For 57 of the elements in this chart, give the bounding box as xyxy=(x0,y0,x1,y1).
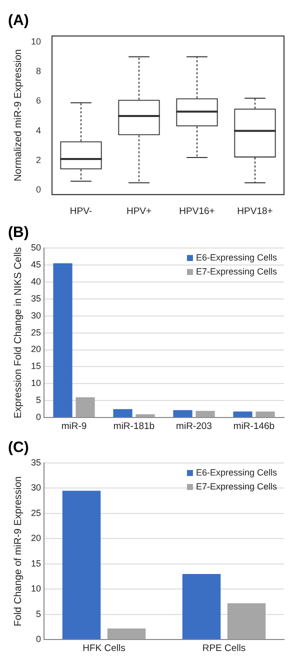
y-tick-label: 30 xyxy=(30,482,42,493)
x-tick-label: RPE Cells xyxy=(202,642,246,654)
x-tick-label: HPV- xyxy=(70,206,92,217)
bar xyxy=(53,263,72,418)
y-tick-label: 10 xyxy=(30,584,42,594)
x-tick-label: miR-203 xyxy=(176,420,212,432)
bar xyxy=(182,574,221,640)
bar xyxy=(196,410,215,418)
y-tick-label: 0 xyxy=(36,412,42,422)
bar xyxy=(233,411,252,418)
bar xyxy=(227,603,266,640)
y-tick-label: 50 xyxy=(30,242,42,252)
bar xyxy=(107,628,146,640)
y-tick-label: 25 xyxy=(30,327,42,338)
chart-title: (C) xyxy=(8,439,29,456)
y-tick-label: 15 xyxy=(30,558,42,568)
y-tick-label: 20 xyxy=(30,533,42,544)
chart-title: (A) xyxy=(8,12,29,30)
x-tick-label: miR-9 xyxy=(61,420,87,432)
y-tick-label: 2 xyxy=(36,154,42,165)
legend-label: E7-Expressing Cells xyxy=(196,266,278,276)
x-tick-label: HPV16+ xyxy=(179,206,216,217)
bar xyxy=(173,410,192,418)
bar xyxy=(76,397,95,418)
legend-label: E6-Expressing Cells xyxy=(196,252,278,262)
chart-title: (B) xyxy=(8,224,29,242)
y-tick-label: 6 xyxy=(36,96,42,106)
y-tick-label: 20 xyxy=(30,344,42,354)
y-tick-label: 30 xyxy=(30,310,42,320)
bar xyxy=(62,490,101,640)
y-tick-label: 25 xyxy=(30,508,42,518)
y-tick-label: 15 xyxy=(30,361,42,372)
x-tick-label: HFK Cells xyxy=(82,642,126,654)
y-tick-label: 8 xyxy=(36,66,42,76)
y-axis-title: Expression Fold Change in NIKS Cells xyxy=(12,247,24,418)
y-tick-label: 4 xyxy=(36,125,42,136)
y-axis-title: Normalized miR-9 Expression xyxy=(12,49,24,182)
y-tick-label: 35 xyxy=(30,457,42,468)
x-tick-label: HPV+ xyxy=(126,206,152,217)
y-tick-label: 5 xyxy=(36,395,42,406)
y-tick-label: 40 xyxy=(30,276,42,286)
x-tick-label: miR-181b xyxy=(113,420,155,432)
y-tick-label: 0 xyxy=(36,184,42,195)
y-tick-label: 10 xyxy=(30,378,42,388)
legend-label: E6-Expressing Cells xyxy=(196,467,278,478)
y-tick-label: 5 xyxy=(36,608,42,619)
y-axis-title: Fold Change of miR-9 Expression xyxy=(12,476,24,626)
y-tick-label: 0 xyxy=(36,634,42,644)
x-tick-label: miR-146b xyxy=(233,420,275,432)
legend-label: E7-Expressing Cells xyxy=(196,481,278,492)
x-tick-label: HPV18+ xyxy=(237,206,274,217)
bar xyxy=(256,411,275,418)
y-tick-label: 45 xyxy=(30,259,42,270)
bar xyxy=(136,414,155,418)
y-tick-label: 10 xyxy=(30,36,42,46)
bar xyxy=(113,409,132,418)
y-tick-label: 35 xyxy=(30,293,42,304)
